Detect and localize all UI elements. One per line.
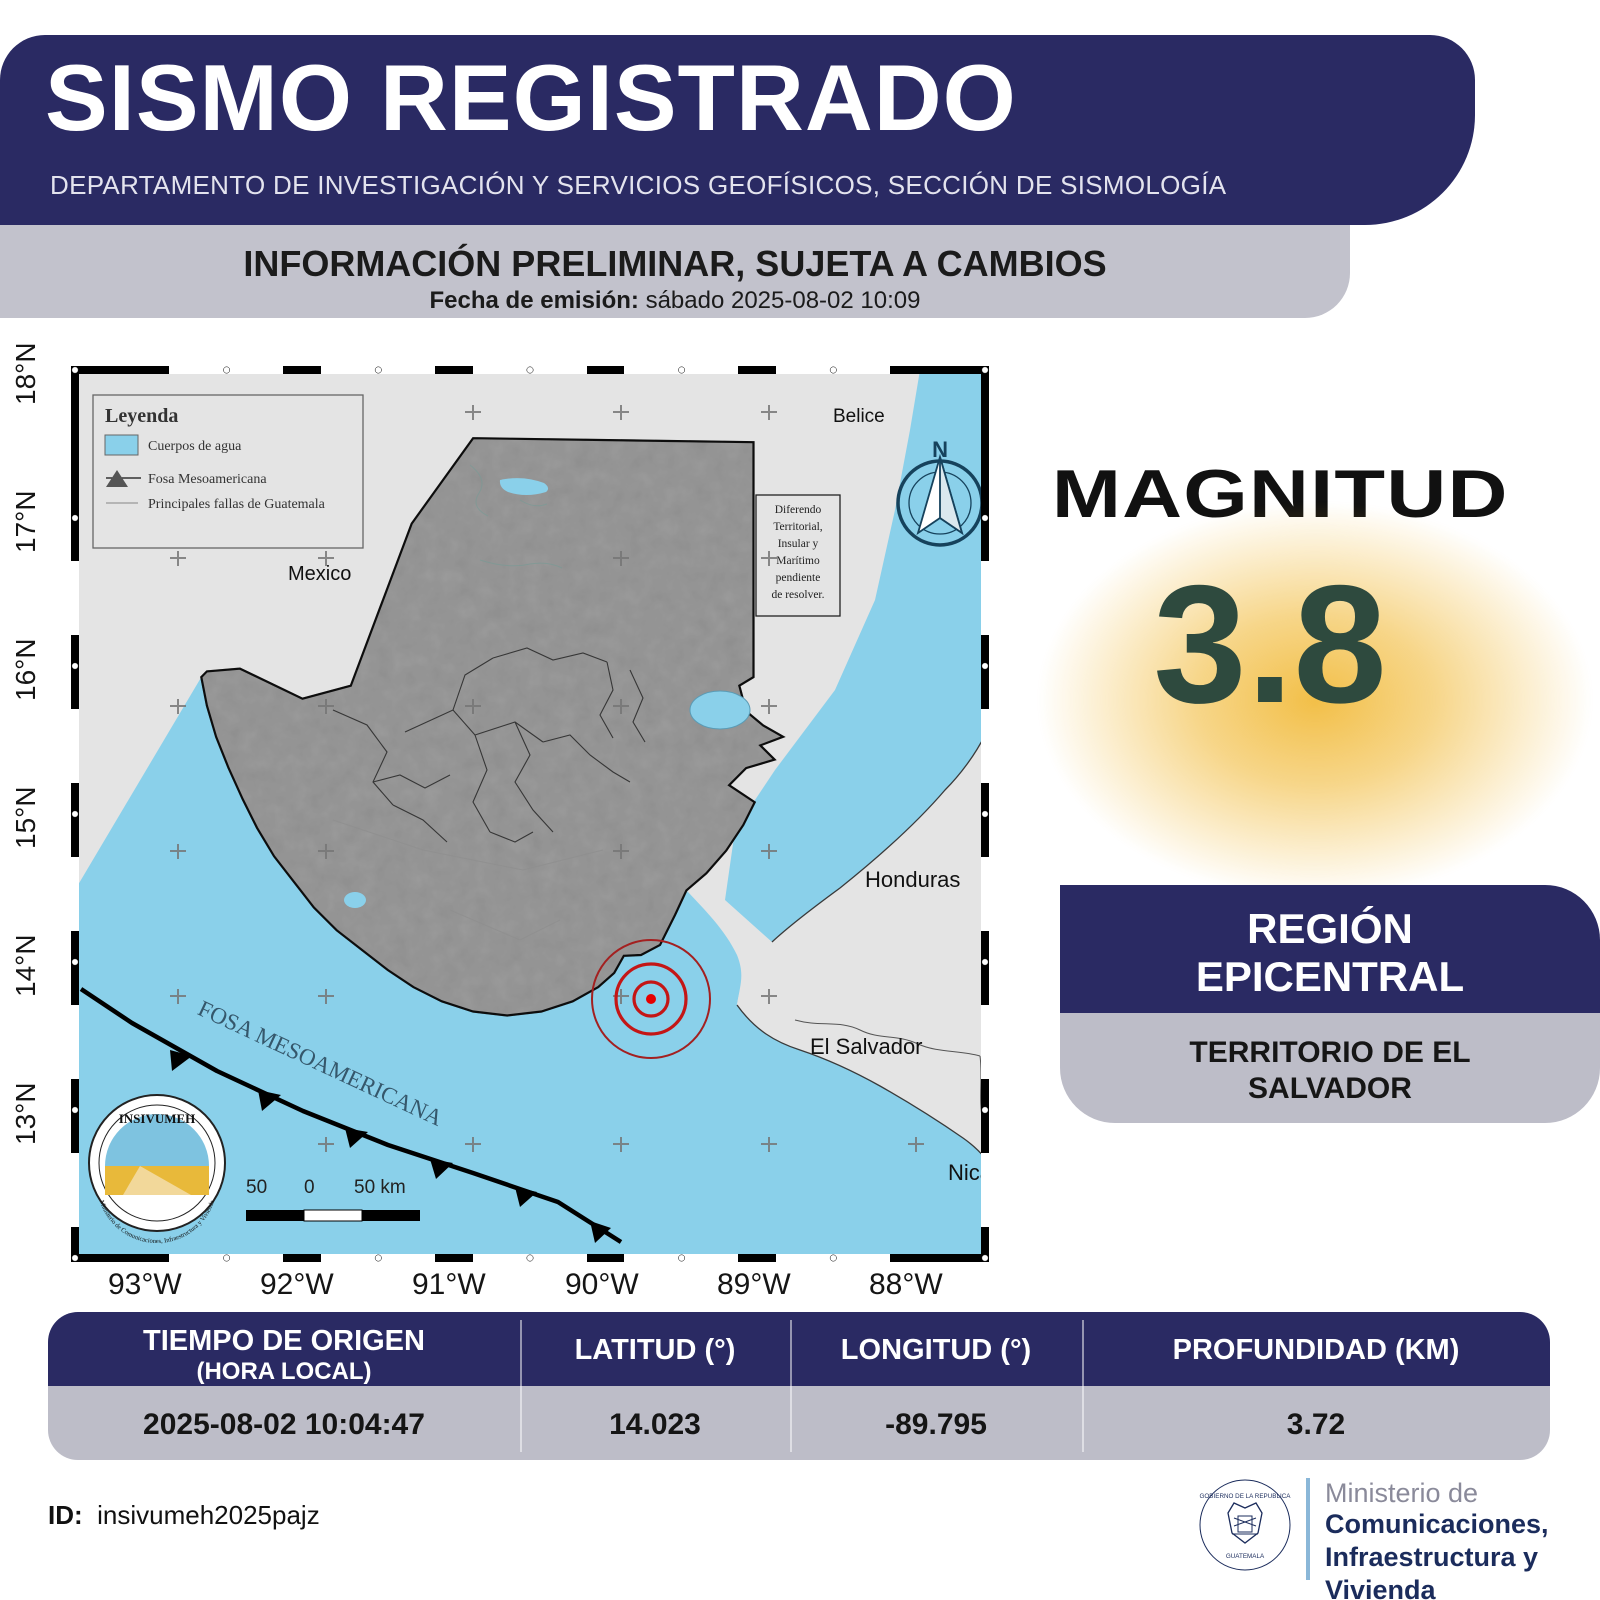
svg-text:Principales fallas de Guatemal: Principales fallas de Guatemala (148, 497, 326, 512)
svg-text:Leyenda: Leyenda (105, 405, 178, 427)
svg-text:Fosa Mesoamericana: Fosa Mesoamericana (148, 472, 267, 487)
svg-text:Nicaragua: Nicaragua (948, 1160, 985, 1185)
svg-text:50 km: 50 km (354, 1177, 406, 1198)
svg-text:50: 50 (246, 1177, 267, 1198)
svg-text:pendiente: pendiente (776, 572, 821, 584)
svg-text:Cuerpos de agua: Cuerpos de agua (148, 439, 242, 454)
svg-text:El Salvador: El Salvador (810, 1034, 923, 1059)
svg-text:N: N (932, 437, 948, 462)
svg-text:GUATEMALA: GUATEMALA (1226, 1553, 1265, 1560)
svg-text:GOBIERNO DE LA REPUBLICA: GOBIERNO DE LA REPUBLICA (1200, 1493, 1292, 1500)
svg-text:INSIVUMEH: INSIVUMEH (119, 1111, 196, 1126)
svg-text:de resolver.: de resolver. (771, 589, 824, 601)
svg-text:Mexico: Mexico (288, 563, 351, 585)
svg-text:Honduras: Honduras (865, 867, 960, 892)
svg-text:Insular y: Insular y (778, 538, 819, 550)
svg-text:0: 0 (304, 1177, 315, 1198)
svg-text:Belice: Belice (833, 406, 885, 427)
svg-text:Marítimo: Marítimo (776, 555, 820, 567)
svg-text:Territorial,: Territorial, (773, 521, 822, 533)
svg-text:Diferendo: Diferendo (775, 504, 822, 516)
